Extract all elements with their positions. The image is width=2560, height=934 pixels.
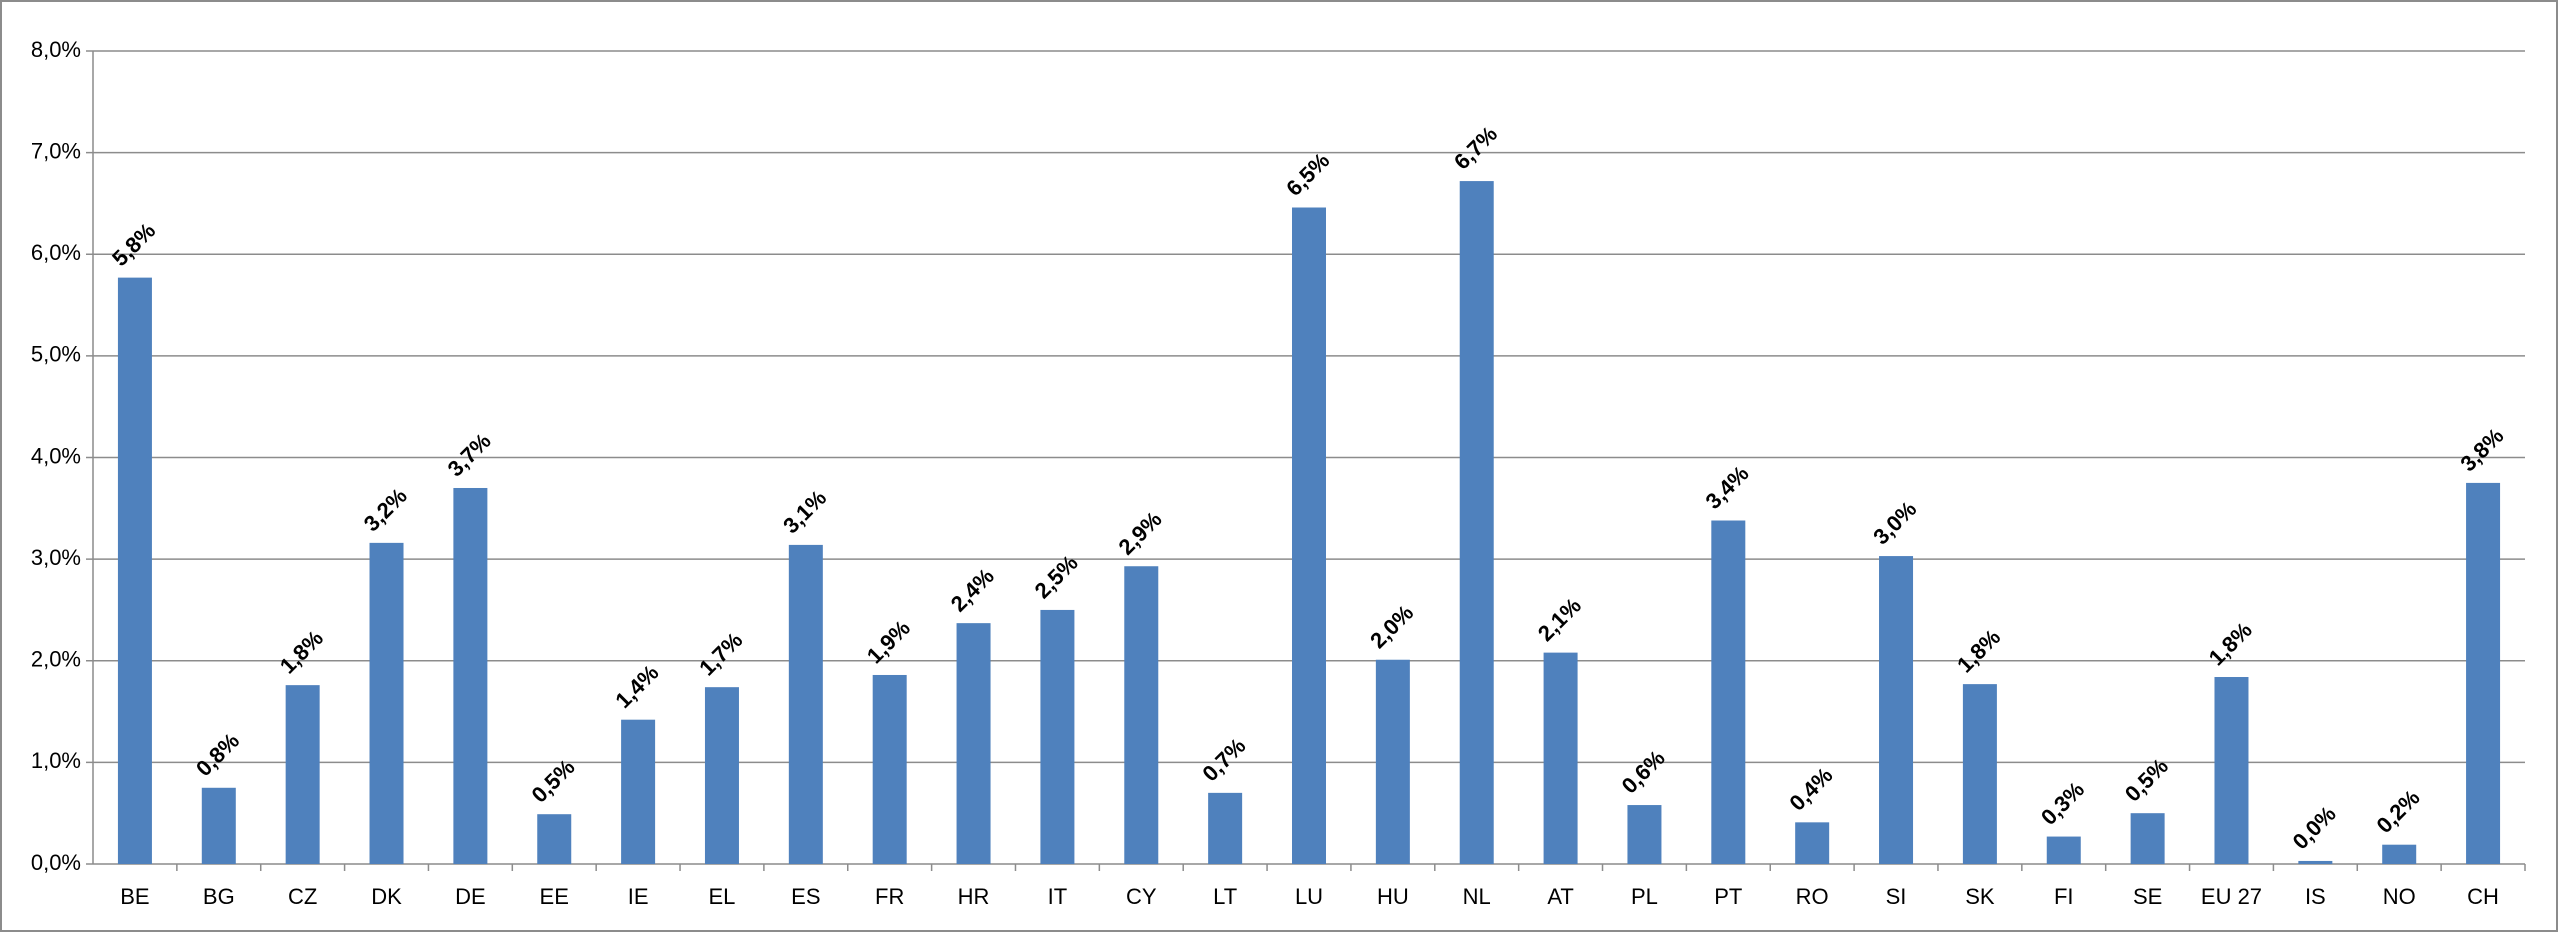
x-tick-label: HR bbox=[958, 884, 990, 909]
x-tick-label: EL bbox=[709, 884, 736, 909]
x-tick-label: IE bbox=[628, 884, 649, 909]
x-tick-label: CZ bbox=[288, 884, 317, 909]
bar bbox=[1375, 659, 1410, 864]
bar bbox=[2130, 813, 2165, 864]
x-tick-label: PT bbox=[1714, 884, 1742, 909]
y-tick-label: 1,0% bbox=[31, 748, 81, 773]
bar bbox=[453, 487, 488, 864]
bar bbox=[621, 719, 656, 864]
x-tick-label: SE bbox=[2133, 884, 2162, 909]
y-tick-label: 5,0% bbox=[31, 342, 81, 367]
x-tick-label: BE bbox=[120, 884, 149, 909]
x-tick-label: LT bbox=[1213, 884, 1237, 909]
x-tick-label: RO bbox=[1796, 884, 1829, 909]
x-tick-label: NO bbox=[2383, 884, 2416, 909]
x-tick-label: HU bbox=[1377, 884, 1409, 909]
x-tick-label: ES bbox=[791, 884, 820, 909]
y-tick-label: 2,0% bbox=[31, 647, 81, 672]
bar bbox=[1292, 207, 1326, 864]
x-tick-label: DK bbox=[371, 884, 402, 909]
x-tick-label: DE bbox=[455, 884, 486, 909]
x-tick-label: CH bbox=[2467, 884, 2499, 909]
x-tick-label: PL bbox=[1631, 884, 1658, 909]
bar bbox=[788, 544, 823, 864]
bar bbox=[1543, 652, 1578, 864]
bar bbox=[1627, 805, 1662, 864]
x-tick-label: IS bbox=[2305, 884, 2326, 909]
x-tick-label: FR bbox=[875, 884, 904, 909]
bar bbox=[1795, 822, 1830, 864]
y-tick-label: 4,0% bbox=[31, 443, 81, 468]
bar bbox=[537, 814, 572, 864]
bar bbox=[2298, 860, 2333, 864]
bar bbox=[872, 674, 907, 864]
bar bbox=[2214, 677, 2249, 864]
bar bbox=[1124, 566, 1159, 864]
bar bbox=[2382, 844, 2417, 864]
x-tick-label: AT bbox=[1547, 884, 1573, 909]
bar bbox=[704, 687, 739, 864]
y-tick-label: 8,0% bbox=[31, 37, 81, 62]
y-tick-label: 7,0% bbox=[31, 138, 81, 163]
y-tick-label: 6,0% bbox=[31, 240, 81, 265]
bar bbox=[1208, 792, 1243, 864]
bar bbox=[1962, 684, 1997, 864]
x-tick-label: SK bbox=[1965, 884, 1995, 909]
bar bbox=[1040, 609, 1075, 864]
x-tick-label: NL bbox=[1463, 884, 1491, 909]
bar bbox=[1711, 520, 1746, 864]
x-tick-label: IT bbox=[1048, 884, 1068, 909]
bar bbox=[285, 685, 320, 864]
x-tick-label: EE bbox=[540, 884, 569, 909]
bar bbox=[1459, 181, 1494, 864]
bar bbox=[117, 277, 152, 864]
bar bbox=[2466, 482, 2501, 864]
bar bbox=[2046, 836, 2081, 864]
bar bbox=[956, 623, 991, 864]
y-tick-label: 0,0% bbox=[31, 850, 81, 875]
bar bbox=[201, 787, 236, 864]
y-tick-label: 3,0% bbox=[31, 545, 81, 570]
x-tick-label: SI bbox=[1886, 884, 1907, 909]
x-tick-label: EU 27 bbox=[2201, 884, 2262, 909]
x-tick-label: CY bbox=[1126, 884, 1157, 909]
x-tick-label: LU bbox=[1295, 884, 1323, 909]
x-tick-label: FI bbox=[2054, 884, 2074, 909]
bar bbox=[369, 542, 404, 864]
x-tick-label: BG bbox=[203, 884, 235, 909]
bar bbox=[1879, 556, 1914, 864]
